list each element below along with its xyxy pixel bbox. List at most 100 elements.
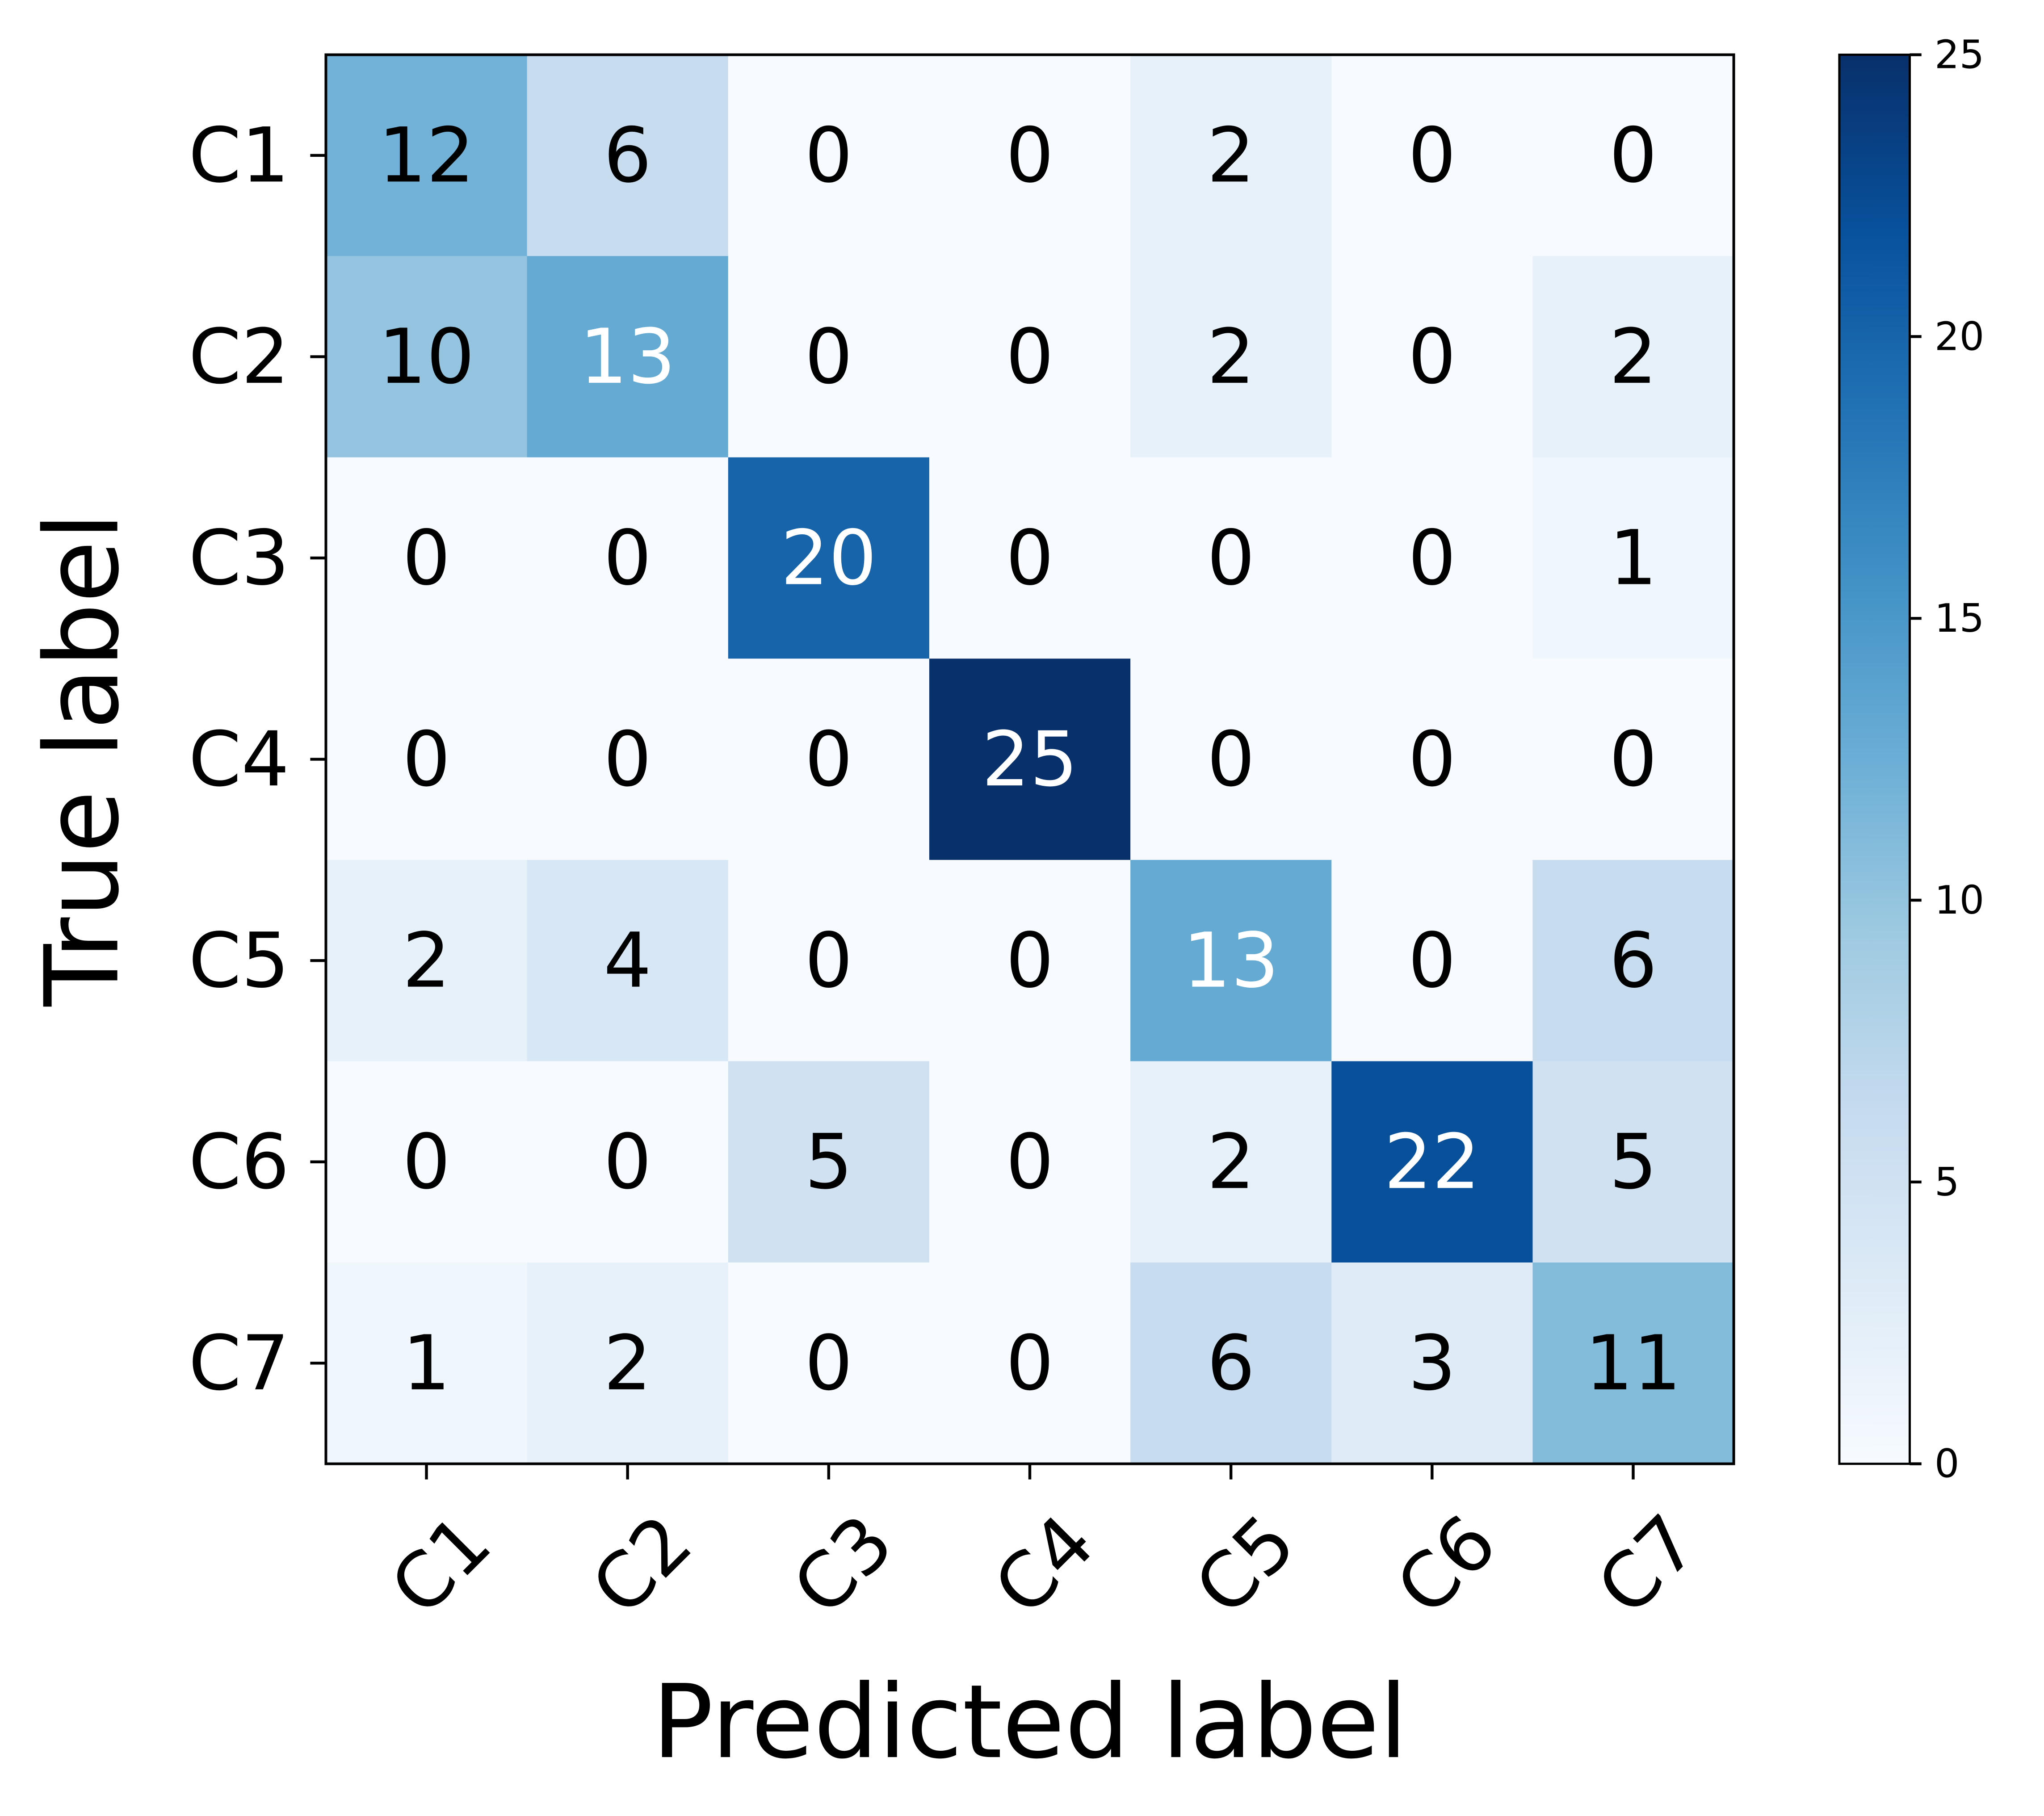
heatmap-cell xyxy=(527,256,729,458)
y-tick-label: C1 xyxy=(189,111,290,199)
cell-value-label: 0 xyxy=(604,514,652,602)
heatmap-cell xyxy=(1532,1262,1734,1464)
heatmap-cell xyxy=(728,658,930,860)
cell-value-label: 0 xyxy=(403,715,451,803)
colorbar-ticks: 0 5 10 15 20 25 xyxy=(1910,32,1984,1487)
cell-value-label: 0 xyxy=(805,917,853,1005)
cell-value-label: 0 xyxy=(604,715,652,803)
heatmap-cell xyxy=(1331,55,1533,256)
heatmap-cell xyxy=(527,658,729,860)
cell-value-label: 0 xyxy=(1006,111,1054,199)
cell-value-label: 6 xyxy=(1207,1319,1255,1407)
cell-value-label: 5 xyxy=(1609,1118,1658,1206)
y-tick-label: C4 xyxy=(189,715,290,803)
cell-value-label: 0 xyxy=(1609,111,1658,199)
x-tick-label: C4 xyxy=(977,1498,1111,1632)
cell-value-label: 0 xyxy=(403,514,451,602)
y-tick-label: C3 xyxy=(189,514,290,602)
heatmap-cell xyxy=(1331,1262,1533,1464)
cell-value-label: 1 xyxy=(403,1319,451,1407)
heatmap-cell xyxy=(728,1262,930,1464)
cell-value-label: 13 xyxy=(579,313,676,401)
heatmap-cell xyxy=(728,457,930,659)
cell-value-label: 2 xyxy=(1609,313,1658,401)
cell-value-label: 0 xyxy=(805,1319,853,1407)
cell-value-label: 25 xyxy=(982,715,1078,803)
heatmap-cell xyxy=(1532,1061,1734,1263)
cell-value-label: 12 xyxy=(378,111,474,199)
heatmap-cell xyxy=(1331,860,1533,1062)
y-tick-label: C2 xyxy=(189,313,290,401)
cell-value-label: 4 xyxy=(604,917,652,1005)
heatmap-cell xyxy=(527,457,729,659)
heatmap-cell xyxy=(929,1262,1131,1464)
cell-value-label: 0 xyxy=(1006,1319,1054,1407)
colorbar-tick-label: 10 xyxy=(1935,877,1984,923)
heatmap-cell xyxy=(1130,860,1332,1062)
cell-value-label: 2 xyxy=(604,1319,652,1407)
x-tick-label: C2 xyxy=(575,1498,709,1632)
heatmap-cell xyxy=(929,457,1131,659)
cell-value-label: 0 xyxy=(1408,917,1456,1005)
cell-value-label: 1 xyxy=(1609,514,1658,602)
cell-value-label: 0 xyxy=(1408,715,1456,803)
x-tick-label: C6 xyxy=(1380,1498,1513,1632)
x-tick-label: C5 xyxy=(1178,1498,1312,1632)
y-tick-label: C6 xyxy=(189,1118,290,1206)
heatmap-cell xyxy=(1532,860,1734,1062)
heatmap-cell xyxy=(728,256,930,458)
cell-value-label: 6 xyxy=(1609,917,1658,1005)
cell-value-label: 11 xyxy=(1585,1319,1681,1407)
heatmap-cell xyxy=(929,860,1131,1062)
heatmap-cell xyxy=(1331,256,1533,458)
cell-value-label: 2 xyxy=(1207,313,1255,401)
heatmap-cell xyxy=(929,1061,1131,1263)
heatmap-cell xyxy=(728,1061,930,1263)
cell-value-label: 0 xyxy=(805,111,853,199)
y-tick-label: C7 xyxy=(189,1319,290,1407)
heatmap-cell xyxy=(527,1061,729,1263)
colorbar-tick-label: 15 xyxy=(1935,596,1984,641)
colorbar xyxy=(1838,54,1911,1465)
heatmap-cell xyxy=(1532,658,1734,860)
cell-value-label: 2 xyxy=(1207,1118,1255,1206)
heatmap-cell xyxy=(1130,1262,1332,1464)
y-axis: C1 C2 C3 C4 C5 C6 C7 xyxy=(189,111,326,1407)
cell-value-label: 20 xyxy=(781,514,877,602)
heatmap-cell xyxy=(1331,457,1533,659)
heatmap-cell xyxy=(1130,1061,1332,1263)
cell-value-label: 22 xyxy=(1384,1118,1480,1206)
heatmap-cell xyxy=(929,55,1131,256)
y-tick-label: C5 xyxy=(189,917,290,1005)
heatmap-cell xyxy=(1331,658,1533,860)
heatmap-cell xyxy=(527,1262,729,1464)
cell-value-label: 13 xyxy=(1183,917,1279,1005)
cell-value-label: 2 xyxy=(403,917,451,1005)
heatmap-cell xyxy=(1532,256,1734,458)
cell-value-label: 0 xyxy=(1006,313,1054,401)
colorbar-tick-label: 20 xyxy=(1935,314,1984,359)
cell-value-label: 2 xyxy=(1207,111,1255,199)
y-axis-title: True label xyxy=(23,512,142,1007)
heatmap-cell xyxy=(527,860,729,1062)
cell-value-label: 0 xyxy=(1408,111,1456,199)
heatmap-cells xyxy=(326,55,1734,1464)
heatmap-cell xyxy=(1130,256,1332,458)
heatmap-cell xyxy=(728,55,930,256)
cell-value-label: 0 xyxy=(1006,1118,1054,1206)
colorbar-tick-label: 25 xyxy=(1935,32,1984,78)
heatmap-cell xyxy=(1331,1061,1533,1263)
heatmap-cell xyxy=(326,457,528,659)
x-tick-label: C1 xyxy=(374,1498,508,1632)
x-axis: C1 C2 C3 C4 C5 C6 C7 xyxy=(374,1464,1714,1632)
heatmap-cell xyxy=(929,658,1131,860)
heatmap-cell xyxy=(1130,55,1332,256)
cell-value-label: 5 xyxy=(805,1118,853,1206)
cell-value-label: 0 xyxy=(805,715,853,803)
heatmap-cell xyxy=(527,55,729,256)
heatmap-cell xyxy=(326,1061,528,1263)
heatmap-cell xyxy=(326,860,528,1062)
x-tick-label: C7 xyxy=(1581,1498,1714,1632)
colorbar-tick-label: 5 xyxy=(1935,1159,1960,1205)
